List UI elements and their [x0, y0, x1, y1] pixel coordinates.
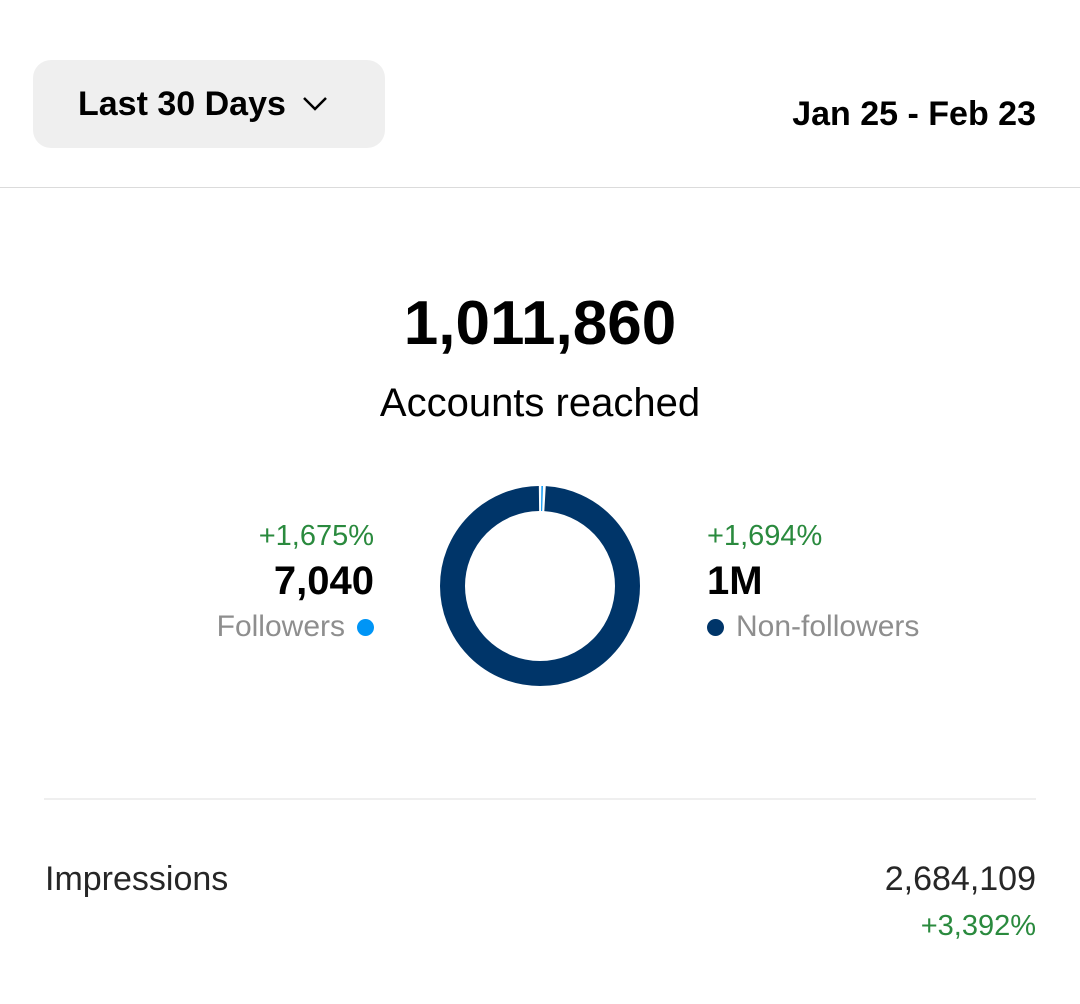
divider — [44, 798, 1036, 800]
non-followers-change: +1,694% — [707, 520, 823, 552]
donut-slice-non-followers — [440, 486, 640, 686]
non-followers-stat: +1,694% 1M Non-followers — [707, 520, 919, 644]
followers-legend-dot — [357, 618, 374, 636]
date-range-dropdown[interactable]: Last 30 Days — [33, 60, 385, 148]
followers-value: 7,040 — [273, 559, 374, 603]
impressions-label: Impressions — [45, 860, 229, 898]
accounts-reached-label: Accounts reached — [379, 381, 701, 425]
non-followers-value: 1M — [707, 559, 763, 603]
reach-donut-chart — [440, 486, 640, 686]
accounts-reached-total: 1,011,860 — [403, 289, 677, 358]
divider — [0, 187, 1080, 188]
followers-stat: +1,675% 7,040 Followers — [217, 520, 374, 644]
impressions-value: 2,684,109 — [884, 860, 1036, 898]
followers-change: +1,675% — [258, 520, 374, 552]
non-followers-legend-dot — [707, 618, 724, 636]
chevron-down-icon — [303, 97, 327, 111]
date-range-dropdown-label: Last 30 Days — [78, 84, 286, 123]
impressions-change: +3,392% — [920, 910, 1036, 942]
followers-label: Followers — [216, 610, 345, 643]
date-range-text: Jan 25 - Feb 23 — [792, 95, 1036, 133]
non-followers-label: Non-followers — [736, 610, 920, 643]
